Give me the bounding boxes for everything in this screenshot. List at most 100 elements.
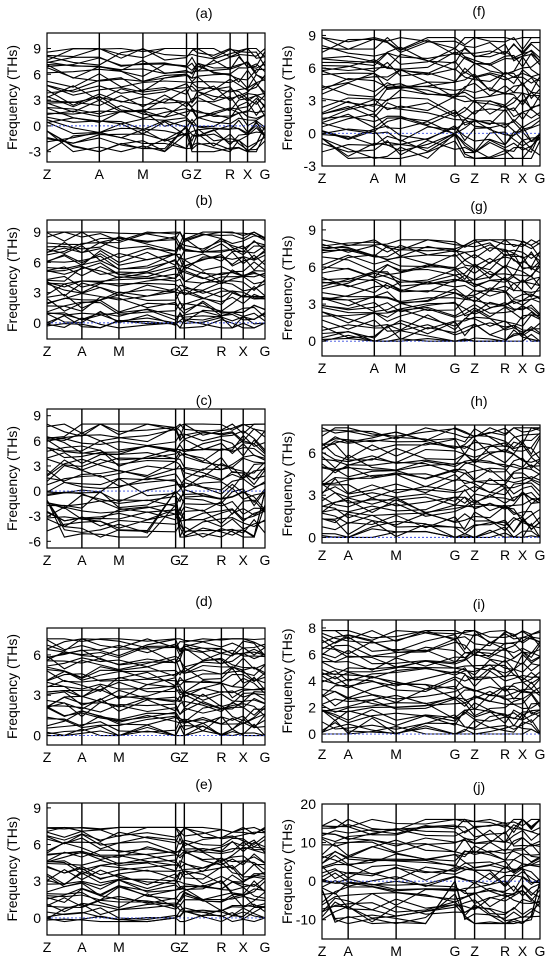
band-line	[322, 830, 540, 847]
band-line	[47, 884, 265, 900]
y-tick-label: 9	[33, 40, 41, 56]
band-line	[47, 869, 265, 886]
band-line	[322, 639, 540, 657]
y-tick-label: 6	[308, 60, 316, 76]
y-tick-label: 9	[308, 222, 316, 238]
panel-label: (g)	[470, 198, 487, 214]
x-tick-label: A	[77, 343, 87, 359]
band-line	[47, 73, 265, 90]
band-line	[47, 499, 265, 518]
band-line	[322, 466, 540, 480]
band-line	[322, 491, 540, 506]
band-line	[322, 685, 540, 704]
band-line	[47, 245, 265, 259]
band-line	[322, 44, 540, 62]
band-line	[47, 676, 265, 691]
panel-label: (j)	[473, 779, 485, 795]
y-tick-label: -6	[29, 533, 42, 549]
band-line	[322, 709, 540, 721]
y-tick-label: 3	[308, 296, 316, 312]
band-line	[47, 68, 265, 84]
band-line	[322, 132, 540, 160]
x-tick-label: G	[170, 749, 181, 765]
band-line	[47, 865, 265, 881]
x-tick-label: G	[450, 170, 461, 186]
band-line	[322, 505, 540, 525]
band-line	[322, 517, 540, 538]
x-tick-label: G	[535, 943, 546, 959]
band-line	[322, 321, 540, 339]
x-tick-label: A	[370, 360, 380, 376]
band-line	[47, 258, 265, 276]
band-line	[322, 289, 540, 305]
band-line	[47, 467, 265, 482]
band-line	[47, 638, 265, 657]
band-line	[47, 682, 265, 700]
y-tick-label: 3	[33, 873, 41, 889]
band-line	[47, 65, 265, 82]
x-tick-label: G	[181, 166, 192, 182]
x-tick-label: A	[77, 939, 87, 955]
y-tick-label: 3	[33, 687, 41, 703]
x-tick-label: Z	[43, 166, 52, 182]
band-line	[322, 448, 540, 466]
band-line	[47, 681, 265, 698]
band-line	[322, 38, 540, 55]
band-lines	[322, 239, 540, 342]
band-line	[322, 663, 540, 679]
band-line	[322, 53, 540, 76]
x-tick-label: Z	[180, 343, 189, 359]
band-line	[322, 659, 540, 676]
y-tick-label: 0	[308, 125, 316, 141]
band-line	[47, 423, 265, 440]
band-line	[47, 697, 265, 713]
band-line	[47, 423, 265, 437]
x-tick-label: Z	[318, 547, 327, 563]
band-line	[322, 836, 540, 856]
band-line	[47, 436, 265, 457]
y-tick-label: 9	[33, 800, 41, 816]
band-line	[322, 99, 540, 119]
x-tick-label: Z	[43, 343, 52, 359]
band-line	[322, 818, 540, 836]
band-lines	[47, 826, 265, 923]
band-line	[322, 303, 540, 319]
band-line	[322, 67, 540, 85]
band-line	[322, 860, 540, 879]
y-tick-label: 0	[33, 315, 41, 331]
y-tick-label: 0	[33, 118, 41, 134]
band-line	[47, 638, 265, 643]
y-tick-label: 3	[308, 487, 316, 503]
y-tick-label: 6	[33, 647, 41, 663]
y-tick-label: 0	[33, 910, 41, 926]
band-line	[47, 902, 265, 920]
x-tick-label: X	[518, 547, 528, 563]
band-lines	[47, 231, 265, 329]
band-line	[47, 280, 265, 299]
band-line	[322, 427, 540, 448]
y-axis-label: Frequency (THs)	[279, 819, 295, 924]
band-line	[47, 231, 265, 241]
band-line	[47, 670, 265, 687]
y-axis-label: Frequency (THs)	[4, 426, 20, 531]
band-line	[322, 514, 540, 534]
y-tick-label: -10	[296, 912, 316, 928]
band-line	[47, 51, 265, 69]
band-lines	[322, 36, 540, 160]
band-line	[47, 309, 265, 323]
band-line	[322, 719, 540, 735]
x-tick-label: A	[95, 166, 105, 182]
y-tick-label: 6	[33, 433, 41, 449]
band-line	[47, 456, 265, 476]
band-line	[47, 888, 265, 906]
y-axis-label: Frequency (THs)	[279, 628, 295, 733]
band-line	[47, 836, 265, 853]
band-line	[322, 844, 540, 862]
band-line	[47, 127, 265, 143]
plot-frame	[321, 29, 541, 167]
band-line	[47, 707, 265, 725]
band-line	[322, 824, 540, 838]
